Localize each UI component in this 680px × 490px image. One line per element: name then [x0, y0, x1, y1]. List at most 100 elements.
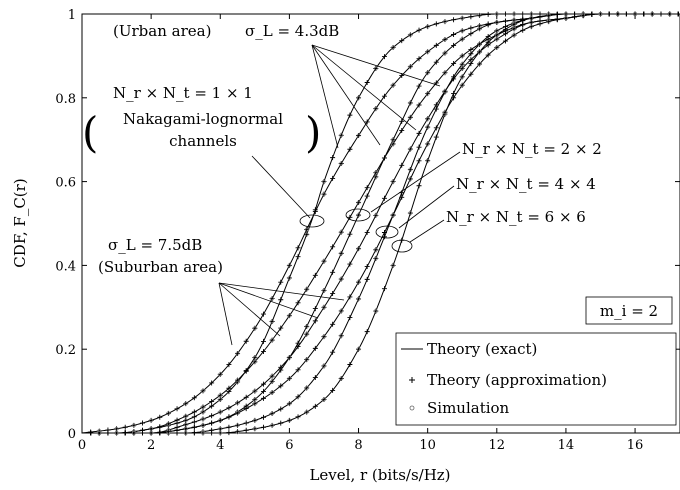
legend-label-approx: Theory (approximation) [427, 371, 607, 389]
y-tick-label: 0.2 [55, 343, 76, 358]
approx-point-1x1-7_5 [278, 279, 284, 285]
plot-frame [81, 13, 680, 434]
nr2-pointer [345, 151, 461, 222]
x-tick-label: 14 [558, 438, 575, 453]
approx-point-4x4-7_5 [468, 57, 474, 63]
approx-point-1x1-7_5 [122, 424, 128, 430]
param-box-label: m_i = 2 [600, 302, 658, 320]
approx-point-1x1-7_5 [260, 311, 266, 317]
sim-point-2x2-4_3 [356, 213, 361, 218]
sim-point-1x1-7_5 [149, 418, 154, 423]
sim-point-6x6-4_3 [270, 423, 275, 428]
approx-point-1x1-7_5 [502, 18, 508, 24]
approx-point-4x4-7_5 [191, 419, 197, 425]
approx-point-6x6-4_3 [260, 424, 266, 430]
sim-point-2x2-4_3 [373, 174, 378, 179]
approx-point-6x6-7_5 [278, 383, 284, 389]
approx-point-6x6-7_5 [416, 158, 422, 164]
sim-point-6x6-4_3 [373, 309, 378, 313]
sim-point-2x2-7_5 [304, 287, 309, 292]
approx-point-1x1-7_5 [468, 25, 474, 31]
approx-point-4x4-7_5 [330, 290, 336, 296]
approx-point-1x1-4_3 [485, 11, 491, 17]
sim-point-4x4-7_5 [391, 179, 395, 184]
approx-point-4x4-4_3 [416, 144, 422, 150]
sim-point-2x2-7_5 [218, 393, 223, 398]
approx-point-4x4-7_5 [312, 318, 318, 324]
sim-point-2x2-7_5 [408, 115, 413, 120]
approx-point-6x6-4_3 [330, 387, 336, 393]
sim-point-6x6-7_5 [183, 426, 188, 431]
approx-point-1x1-7_5 [139, 420, 145, 426]
sim-point-2x2-7_5 [494, 33, 499, 37]
sim-point-1x1-4_3 [322, 179, 326, 184]
approx-point-6x6-7_5 [364, 263, 370, 269]
approx-point-2x2-4_3 [433, 59, 439, 65]
x-tick-label: 10 [419, 438, 436, 453]
sim-point-6x6-7_5 [339, 309, 344, 313]
approx-point-4x4-7_5 [433, 102, 439, 108]
sim-point-1x1-7_5 [494, 20, 499, 25]
sim-point-6x6-7_5 [131, 431, 136, 435]
sim-point-1x1-7_5 [252, 326, 257, 331]
y-tick-label: 0.8 [55, 92, 76, 107]
approx-point-1x1-7_5 [295, 245, 301, 251]
sim-point-2x2-7_5 [235, 378, 240, 383]
sim-point-1x1-7_5 [512, 18, 516, 23]
sim-point-4x4-7_5 [460, 66, 465, 71]
approx-point-6x6-7_5 [485, 52, 491, 58]
sim-point-6x6-4_3 [408, 211, 413, 215]
annotation-nr-1x1: N_r × N_t = 1 × 1 [113, 84, 253, 102]
sim-point-2x2-7_5 [339, 230, 344, 235]
sim-point-6x6-4_3 [460, 74, 465, 79]
approx-point-6x6-4_3 [433, 134, 439, 140]
annotation-suburban-sigma: σ_L = 7.5dB [108, 236, 202, 254]
x-tick-label: 12 [489, 438, 506, 453]
sim-point-1x1-7_5 [356, 133, 361, 138]
approx-point-1x1-4_3 [520, 11, 526, 17]
approx-point-2x2-4_3 [399, 118, 405, 124]
sim-point-2x2-7_5 [425, 91, 430, 96]
approx-point-2x2-7_5 [174, 417, 180, 423]
approx-point-6x6-4_3 [451, 90, 457, 96]
sim-point-6x6-7_5 [201, 423, 205, 428]
approx-point-6x6-4_3 [209, 430, 215, 436]
sim-point-1x1-4_3 [391, 45, 395, 50]
approx-point-1x1-7_5 [226, 362, 232, 368]
sim-point-2x2-7_5 [270, 338, 275, 343]
approx-point-1x1-4_3 [191, 414, 197, 420]
approx-point-4x4-7_5 [502, 31, 508, 37]
sim-point-4x4-4_3 [304, 386, 309, 390]
approx-point-6x6-4_3 [191, 430, 197, 436]
approx-point-1x1-4_3 [295, 254, 301, 260]
approx-point-2x2-7_5 [381, 155, 387, 161]
sim-point-1x1-4_3 [425, 24, 430, 29]
sim-point-2x2-7_5 [460, 54, 465, 58]
approx-point-4x4-4_3 [260, 414, 266, 420]
sim-point-1x1-7_5 [546, 13, 551, 18]
sim-point-4x4-4_3 [494, 28, 499, 33]
approx-point-1x1-4_3 [502, 11, 508, 17]
approx-point-2x2-4_3 [347, 231, 353, 237]
sim-point-4x4-4_3 [218, 426, 223, 431]
approx-point-2x2-4_3 [416, 83, 422, 89]
urban-pointer-lines [311, 44, 441, 149]
sim-point-6x6-7_5 [304, 357, 309, 362]
sim-point-1x1-7_5 [391, 83, 395, 88]
sim-point-4x4-7_5 [322, 305, 326, 310]
approx-point-4x4-7_5 [451, 76, 457, 82]
approx-point-4x4-4_3 [226, 424, 232, 430]
sim-point-4x4-4_3 [460, 62, 465, 67]
sim-point-4x4-4_3 [322, 364, 326, 368]
approx-point-6x6-7_5 [105, 430, 111, 436]
sim-point-2x2-4_3 [443, 51, 447, 56]
sim-point-6x6-7_5 [633, 12, 637, 16]
sim-point-1x1-7_5 [287, 263, 292, 268]
sim-point-1x1-4_3 [529, 12, 534, 16]
sim-point-4x4-7_5 [356, 246, 361, 251]
x-tick-label: 2 [147, 438, 155, 453]
sim-point-4x4-7_5 [477, 49, 482, 54]
approx-point-6x6-7_5 [520, 27, 526, 33]
sim-point-1x1-4_3 [183, 418, 188, 423]
x-tick-label: 6 [285, 438, 293, 453]
